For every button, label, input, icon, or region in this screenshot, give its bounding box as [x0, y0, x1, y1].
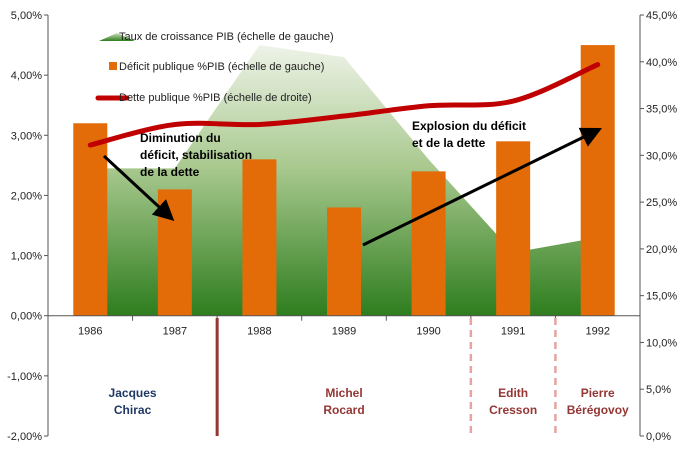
deficit-bar-1989 — [327, 207, 361, 316]
y-right-tick-label-0: 0,0% — [646, 431, 671, 443]
legend-label-deficit: Déficit publique %PIB (échelle de gauche… — [119, 61, 324, 73]
debt-line-layer — [87, 62, 601, 148]
period-label-2-line-1: Cresson — [489, 403, 537, 417]
y-left-tick-label-5: 3,00% — [11, 130, 42, 142]
y-right-tick-label-2: 10,0% — [646, 337, 677, 349]
arrow-left — [102, 154, 175, 222]
annotations: Diminution du déficit, stabilisation de … — [102, 119, 603, 247]
x-tick-label-1986: 1986 — [78, 326, 102, 338]
arrow-right — [362, 127, 603, 247]
y-right-tick-label-1: 5,0% — [646, 384, 671, 396]
y-right-tick-label-9: 45,0% — [646, 10, 677, 22]
annotation-right-line-2: et de la dette — [412, 136, 486, 150]
period-label-0-line-1: Chirac — [114, 403, 152, 417]
deficit-bar-1987 — [157, 189, 192, 316]
y-right-tick-label-4: 20,0% — [646, 244, 677, 256]
legend-label-debt: Dette publique %PIB (échelle de droite) — [119, 92, 312, 104]
y-left-tick-label-4: 2,00% — [11, 190, 42, 202]
x-tick-label-1992: 1992 — [585, 326, 609, 338]
x-tick-label-1989: 1989 — [332, 326, 356, 338]
deficit-bar-1991 — [496, 141, 531, 316]
deficit-bar-1990 — [411, 171, 446, 316]
annotation-right: Explosion du déficit et de la dette — [412, 119, 529, 150]
y-left-tick-label-1: -1,00% — [7, 371, 42, 383]
y-left-tick-label-6: 4,00% — [11, 70, 42, 82]
y-left-tick-label-2: 0,00% — [11, 311, 42, 323]
annotation-left-line-3: de la dette — [140, 165, 200, 179]
deficit-bar-1986 — [73, 123, 108, 316]
deficit-bar-1992 — [580, 45, 615, 316]
annotation-left-line-1: Diminution du — [140, 131, 221, 145]
y-right-tick-label-6: 30,0% — [646, 150, 677, 162]
legend-swatch-deficit — [109, 62, 117, 70]
annotation-left-line-2: déficit, stabilisation — [140, 148, 252, 162]
axes-layer: -2,00% -1,00% 0,00% 1,00% 2,00% 3,00% 4,00% 5,0… — [7, 10, 677, 443]
debt-line — [87, 62, 601, 148]
growth-area-layer — [90, 45, 598, 316]
periods-layer: Jacques Chirac Michel Rocard Edith Cresson Pie… — [109, 318, 629, 436]
y-right-tick-label-7: 35,0% — [646, 104, 677, 116]
y-right-tick-label-3: 15,0% — [646, 291, 677, 303]
x-tick-label-1990: 1990 — [416, 326, 440, 338]
legend-swatch-growth — [99, 33, 135, 41]
deficit-bar-1988 — [242, 159, 277, 316]
x-tick-label-1987: 1987 — [163, 326, 187, 338]
y-left-tick-label-7: 5,00% — [11, 10, 42, 22]
x-tick-label-1991: 1991 — [501, 326, 525, 338]
period-label-1-line-0: Michel — [325, 386, 362, 400]
y-right-tick-label-8: 40,0% — [646, 57, 677, 69]
period-label-2-line-0: Edith — [498, 386, 528, 400]
x-tick-label-1988: 1988 — [247, 326, 271, 338]
annotation-right-line-1: Explosion du déficit — [412, 119, 526, 133]
y-left-tick-label-3: 1,00% — [11, 251, 42, 263]
period-label-3-line-0: Pierre — [581, 386, 615, 400]
period-label-3-line-1: Bérégovoy — [567, 403, 629, 417]
legend: Taux de croissance PIB (échelle de gauch… — [95, 31, 334, 104]
y-right-tick-label-5: 25,0% — [646, 197, 677, 209]
y-left-tick-label-0: -2,00% — [7, 431, 42, 443]
annotation-left: Diminution du déficit, stabilisation de … — [140, 131, 255, 179]
growth-area — [90, 45, 598, 316]
period-label-1-line-1: Rocard — [323, 403, 364, 417]
legend-label-growth: Taux de croissance PIB (échelle de gauch… — [119, 31, 334, 43]
period-label-0-line-0: Jacques — [109, 386, 157, 400]
